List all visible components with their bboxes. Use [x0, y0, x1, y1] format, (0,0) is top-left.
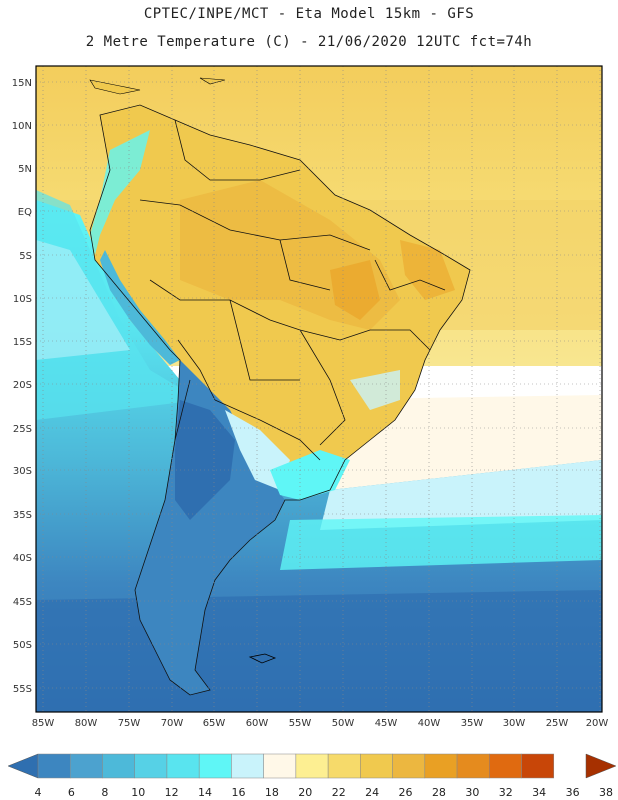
- lon-label: 40W: [418, 718, 441, 729]
- colorbar-label: 34: [532, 786, 546, 799]
- colorbar-swatch: [295, 753, 329, 779]
- lat-label: 50S: [13, 640, 32, 651]
- lon-label: 20W: [586, 718, 609, 729]
- colorbar-high-arrow: [585, 753, 617, 779]
- colorbar-swatch: [263, 753, 297, 779]
- lat-label: 55S: [13, 684, 32, 695]
- colorbar-label: 8: [101, 786, 108, 799]
- colorbar-label: 10: [131, 786, 145, 799]
- colorbar-swatch: [521, 753, 555, 779]
- colorbar-swatch: [392, 753, 426, 779]
- lon-label: 85W: [32, 718, 55, 729]
- colorbar-label: 36: [566, 786, 580, 799]
- southern-cone-land: [135, 360, 285, 695]
- lat-label: 40S: [13, 553, 32, 564]
- colorbar-label: 32: [499, 786, 513, 799]
- lon-label: 55W: [289, 718, 312, 729]
- colorbar-low-arrow: [7, 753, 39, 779]
- colorbar-label: 38: [599, 786, 613, 799]
- colorbar-swatch: [198, 753, 232, 779]
- lat-label: 15N: [12, 78, 32, 89]
- lon-label: 45W: [375, 718, 398, 729]
- lat-label: 30S: [13, 466, 32, 477]
- colorbar-swatch: [360, 753, 393, 779]
- colorbar-label: 30: [465, 786, 479, 799]
- colorbar-swatch: [424, 753, 458, 779]
- colorbar-swatch: [102, 753, 135, 779]
- colorbar-label: 22: [332, 786, 346, 799]
- colorbar-swatch: [37, 753, 71, 779]
- colorbar-label: 18: [265, 786, 279, 799]
- lon-label: 25W: [546, 718, 569, 729]
- colorbar-label: 26: [399, 786, 413, 799]
- colorbar-label: 14: [198, 786, 212, 799]
- map-field: [36, 66, 602, 712]
- colorbar-label: 6: [68, 786, 75, 799]
- lat-label: 15S: [13, 337, 32, 348]
- lon-label: 70W: [161, 718, 184, 729]
- lon-label: 80W: [75, 718, 98, 729]
- colorbar-swatch: [327, 753, 361, 779]
- colorbar-label: 12: [165, 786, 179, 799]
- colorbar-swatch: [134, 753, 168, 779]
- map-frame: [35, 65, 603, 713]
- colorbar: 4 6 8 10 12 14 16 18 20 22 24 26 28 30 32 34 36 38: [7, 753, 617, 799]
- lon-label: 35W: [461, 718, 484, 729]
- latitude-labels: 15N 10N 5N EQ 5S 10S 15S 20S 25S 30S 35S…: [12, 78, 32, 695]
- lon-label: 50W: [332, 718, 355, 729]
- lat-label: 10N: [12, 121, 32, 132]
- colorbar-swatch: [231, 753, 264, 779]
- colorbar-label: 24: [365, 786, 379, 799]
- political-borders: [89, 104, 471, 696]
- colorbar-swatch: [69, 753, 103, 779]
- colorbar-label: 16: [231, 786, 245, 799]
- lon-label: 75W: [118, 718, 141, 729]
- colorbar-swatch: [456, 753, 490, 779]
- lat-label: 5S: [19, 251, 32, 262]
- lat-label: 45S: [13, 597, 32, 608]
- colorbar-label: 4: [35, 786, 42, 799]
- lat-label: EQ: [18, 207, 32, 218]
- lon-label: 60W: [246, 718, 269, 729]
- chart-subtitle: 2 Metre Temperature (C) - 21/06/2020 12U…: [85, 34, 533, 50]
- lat-label: 35S: [13, 510, 32, 521]
- lat-label: 25S: [13, 424, 32, 435]
- falkland-islands: [248, 653, 277, 664]
- lon-label: 30W: [503, 718, 526, 729]
- lat-label: 20S: [13, 380, 32, 391]
- lon-label: 65W: [203, 718, 226, 729]
- lat-label: 5N: [18, 164, 32, 175]
- colorbar-label: 20: [298, 786, 312, 799]
- colorbar-swatch: [489, 753, 522, 779]
- colorbar-swatch: [166, 753, 200, 779]
- longitude-labels: 85W 80W 75W 70W 65W 60W 55W 50W 45W 40W …: [32, 718, 609, 729]
- chart-title: CPTEC/INPE/MCT - Eta Model 15km - GFS: [143, 6, 475, 22]
- lat-label: 10S: [13, 294, 32, 305]
- colorbar-label: 28: [432, 786, 446, 799]
